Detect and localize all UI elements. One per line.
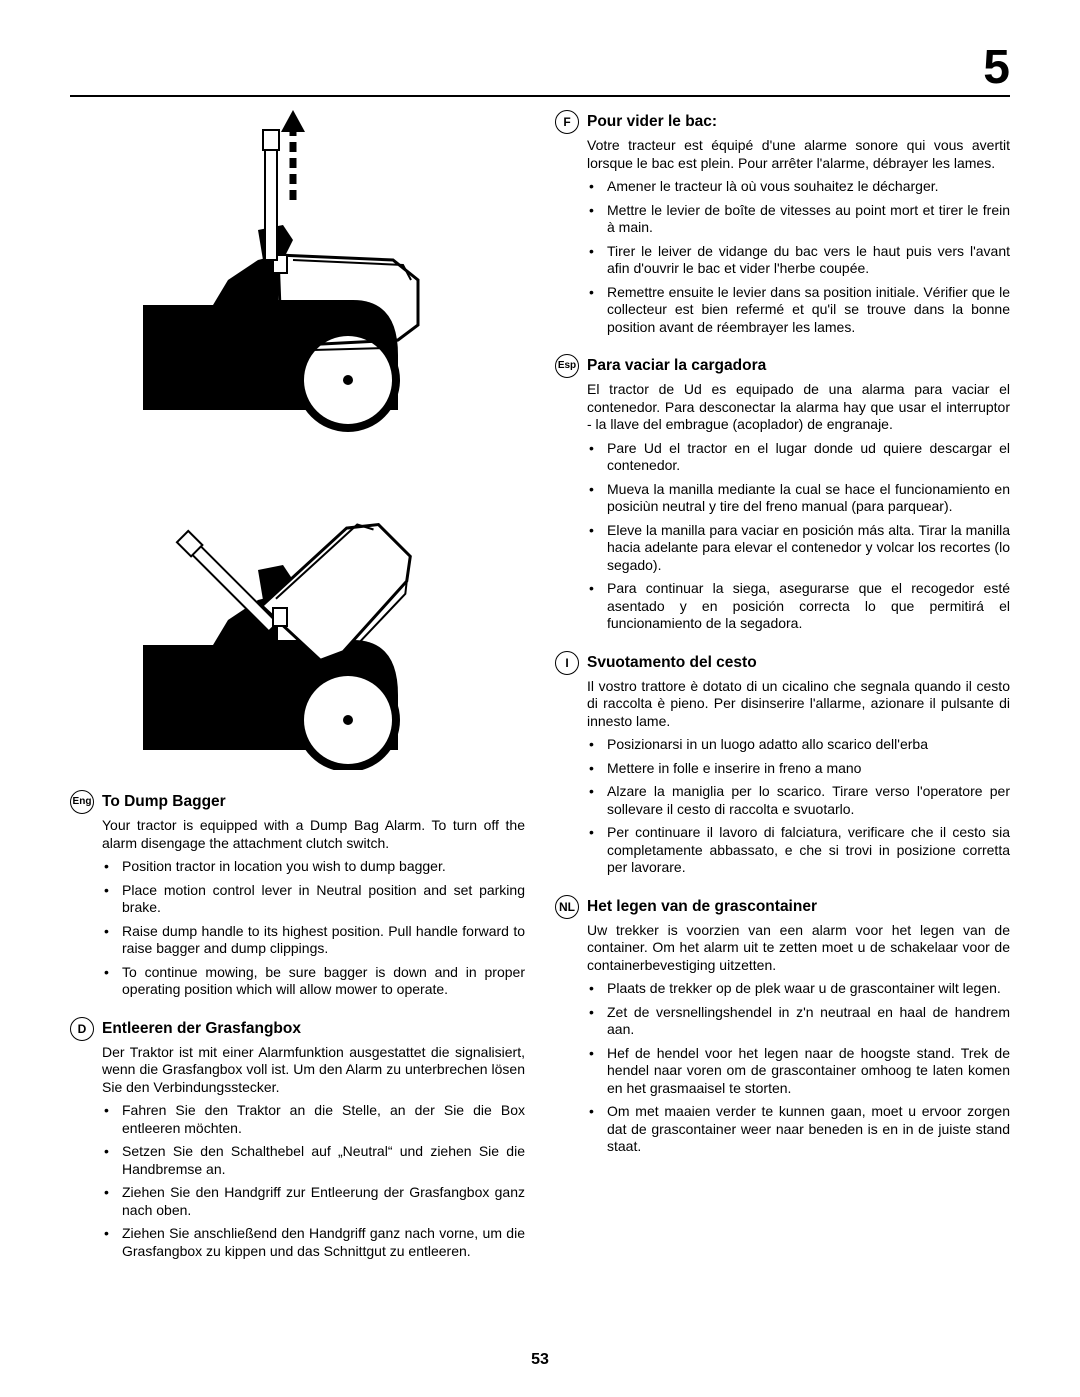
- section-title: Het legen van de grascontainer: [587, 898, 817, 916]
- tractor-bagger-diagram: [143, 110, 453, 770]
- bullet-item: Eleve la manilla para vaciar en posición…: [587, 522, 1010, 575]
- bullet-item: Pare Ud el tractor en el lugar donde ud …: [587, 440, 1010, 475]
- section-intro: Il vostro trattore è dotato di un cicali…: [587, 678, 1010, 731]
- section-title: Entleeren der Grasfangbox: [102, 1020, 301, 1038]
- section: I Svuotamento del cesto Il vostro trattore…: [555, 651, 1010, 877]
- page: 5: [0, 0, 1080, 1397]
- bullet-item: Position tractor in location you wish to…: [102, 858, 525, 876]
- section: Esp Para vaciar la cargadora El tractor de…: [555, 354, 1010, 633]
- bullet-item: Amener le tracteur là où vous souhaitez …: [587, 178, 1010, 196]
- bullet-list: Pare Ud el tractor en el lugar donde ud …: [587, 440, 1010, 633]
- section-head: Esp Para vaciar la cargadora: [555, 354, 1010, 378]
- bullet-list: Amener le tracteur là où vous souhaitez …: [587, 178, 1010, 336]
- bullet-list: Fahren Sie den Traktor an die Stelle, an…: [102, 1102, 525, 1260]
- section: NL Het legen van de grascontainer Uw trekk…: [555, 895, 1010, 1156]
- bullet-item: Posizionarsi in un luogo adatto allo sca…: [587, 736, 1010, 754]
- bullet-item: Hef de hendel voor het legen naar de hoo…: [587, 1045, 1010, 1098]
- language-badge: F: [555, 110, 579, 134]
- language-badge: NL: [555, 895, 579, 919]
- bullet-item: Mettere in folle e inserire in freno a m…: [587, 760, 1010, 778]
- page-number-top: 5: [983, 40, 1010, 95]
- content: Eng To Dump Bagger Your tractor is equippe…: [70, 110, 1010, 1278]
- section-intro: Your tractor is equipped with a Dump Bag…: [102, 817, 525, 852]
- right-sections: F Pour vider le bac: Votre tracteur est éq…: [555, 110, 1010, 1156]
- section: D Entleeren der Grasfangbox Der Traktor is…: [70, 1017, 525, 1261]
- language-badge: D: [70, 1017, 94, 1041]
- section-head: F Pour vider le bac:: [555, 110, 1010, 134]
- bullet-list: Plaats de trekker op de plek waar u de g…: [587, 980, 1010, 1156]
- section-title: Svuotamento del cesto: [587, 654, 757, 672]
- section-title: To Dump Bagger: [102, 793, 226, 811]
- section-head: Eng To Dump Bagger: [70, 790, 525, 814]
- bullet-item: Ziehen Sie anschließend den Handgriff ga…: [102, 1225, 525, 1260]
- bullet-item: Remettre ensuite le levier dans sa posit…: [587, 284, 1010, 337]
- section-title: Para vaciar la cargadora: [587, 357, 766, 375]
- bullet-list: Position tractor in location you wish to…: [102, 858, 525, 999]
- bullet-item: Per continuare il lavoro di falciatura, …: [587, 824, 1010, 877]
- bagger-illustration: [70, 110, 525, 770]
- language-badge: I: [555, 651, 579, 675]
- bullet-item: Tirer le leiver de vidange du bac vers l…: [587, 243, 1010, 278]
- bullet-item: Plaats de trekker op de plek waar u de g…: [587, 980, 1010, 998]
- section-head: NL Het legen van de grascontainer: [555, 895, 1010, 919]
- bullet-item: Om met maaien verder te kunnen gaan, moe…: [587, 1103, 1010, 1156]
- bullet-item: Para continuar la siega, asegurarse que …: [587, 580, 1010, 633]
- bullet-item: Setzen Sie den Schalthebel auf „Neutral“…: [102, 1143, 525, 1178]
- bullet-item: Zet de versnellingshendel in z'n neutraa…: [587, 1004, 1010, 1039]
- bullet-list: Posizionarsi in un luogo adatto allo sca…: [587, 736, 1010, 877]
- section-title: Pour vider le bac:: [587, 113, 717, 131]
- language-badge: Eng: [70, 790, 94, 814]
- bullet-item: Mettre le levier de boîte de vitesses au…: [587, 202, 1010, 237]
- section: Eng To Dump Bagger Your tractor is equippe…: [70, 790, 525, 999]
- section-intro: El tractor de Ud es equipado de una alar…: [587, 381, 1010, 434]
- bullet-item: Alzare la maniglia per lo scarico. Tirar…: [587, 783, 1010, 818]
- section-intro: Der Traktor ist mit einer Alarmfunktion …: [102, 1044, 525, 1097]
- section-head: I Svuotamento del cesto: [555, 651, 1010, 675]
- language-badge: Esp: [555, 354, 579, 378]
- section-intro: Uw trekker is voorzien van een alarm voo…: [587, 922, 1010, 975]
- bullet-item: To continue mowing, be sure bagger is do…: [102, 964, 525, 999]
- bullet-item: Mueva la manilla mediante la cual se hac…: [587, 481, 1010, 516]
- page-number-bottom: 53: [0, 1351, 1080, 1369]
- right-column: F Pour vider le bac: Votre tracteur est éq…: [555, 110, 1010, 1278]
- bullet-item: Place motion control lever in Neutral po…: [102, 882, 525, 917]
- section-head: D Entleeren der Grasfangbox: [70, 1017, 525, 1041]
- left-column: Eng To Dump Bagger Your tractor is equippe…: [70, 110, 525, 1278]
- bullet-item: Ziehen Sie den Handgriff zur Entleerung …: [102, 1184, 525, 1219]
- section-intro: Votre tracteur est équipé d'une alarme s…: [587, 137, 1010, 172]
- top-rule: [70, 95, 1010, 97]
- bullet-item: Raise dump handle to its highest positio…: [102, 923, 525, 958]
- section: F Pour vider le bac: Votre tracteur est éq…: [555, 110, 1010, 336]
- bullet-item: Fahren Sie den Traktor an die Stelle, an…: [102, 1102, 525, 1137]
- left-sections: Eng To Dump Bagger Your tractor is equippe…: [70, 790, 525, 1260]
